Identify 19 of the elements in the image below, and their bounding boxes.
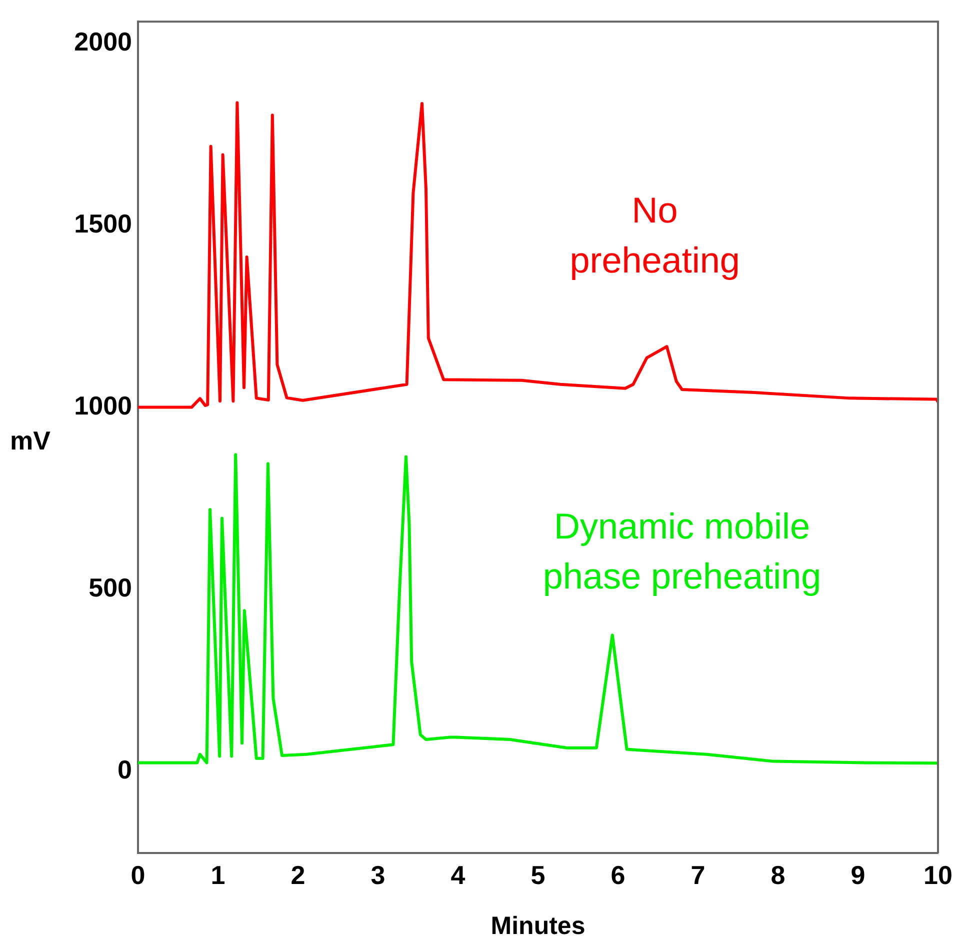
x-tick-label: 10 [924,860,952,890]
x-tick-label: 4 [450,860,466,890]
x-tick-label: 3 [370,860,386,890]
y-tick-label: 2000 [74,26,132,57]
x-tick-label: 8 [770,860,786,890]
x-tick-label: 7 [690,860,706,890]
x-tick-label: 6 [610,860,626,890]
y-tick-label: 0 [118,754,132,784]
y-tick-label: 500 [88,572,132,602]
x-tick-label: 1 [210,860,226,890]
x-tick-label: 9 [850,860,866,890]
text: No preheating [570,190,740,281]
x-tick-label: 5 [530,860,546,890]
text: Dynamic mobile phase preheating [542,506,822,597]
y-tick-label: 1000 [74,390,132,420]
x-tick-label: 2 [290,860,306,890]
y-axis-title: mV [10,425,52,456]
x-axis-title: Minutes [490,912,586,940]
y-tick-label: 1500 [74,208,132,239]
